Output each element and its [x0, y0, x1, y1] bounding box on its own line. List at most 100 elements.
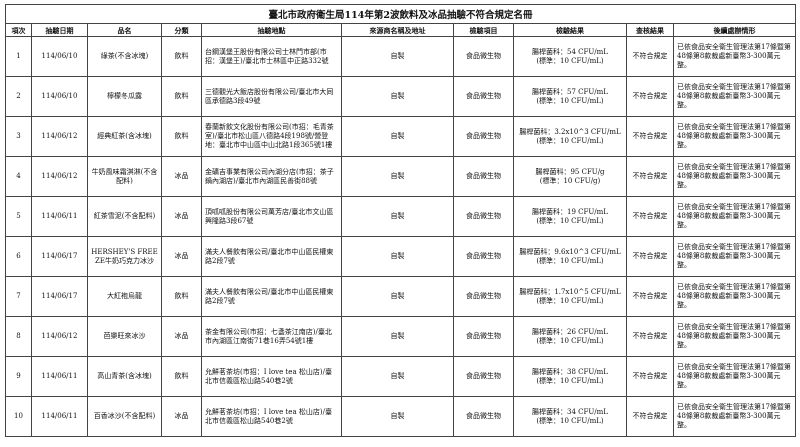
cell: 114/06/10	[31, 36, 88, 77]
table-row: 7 114/06/17 大紅袍烏龍 飲料 滿夫人餐飲有限公司/臺北市中山區民權東路2段7…	[5, 276, 796, 317]
table-row: 4 114/06/12 牛奶風味霜淇淋(不含配料) 冰品 金礦吉事業有限公司內湖分店(市…	[5, 156, 796, 197]
cell-line: (標準：10 CFU/mL)	[536, 256, 604, 265]
cell: 金礦吉事業有限公司內湖分店(市招：茶子鍋內湖店)/臺北市內湖區民善街88號	[201, 156, 342, 197]
cell: 冰品	[161, 236, 202, 277]
table-row: 5 114/06/11 紅茶雪泥(不含配料) 冰品 頂呱呱股份有限公司萬芳店/臺北市文山…	[5, 196, 796, 237]
cell: 冰品	[161, 156, 202, 197]
cell: 不符合規定	[626, 276, 674, 317]
cell: 114/06/17	[31, 276, 88, 317]
cell: 114/06/11	[31, 356, 88, 397]
cell: 茶金有限公司(市招：七盞茶江南店)/臺北市內湖區江南街71巷16弄54號1樓	[201, 316, 342, 357]
cell: 飲料	[161, 356, 202, 397]
cell: 食品微生物	[453, 76, 514, 117]
cell: 已依食品安全衛生管理法第17條暨第48條第8款裁處新臺幣3-300萬元整。	[673, 196, 796, 237]
cell: 5	[5, 196, 32, 237]
cell: 食品微生物	[453, 36, 514, 77]
cell: 頂呱呱股份有限公司萬芳店/臺北市文山區興隆路3段67號	[201, 196, 342, 237]
cell: 4	[5, 156, 32, 197]
table-row: 10 114/06/11 百香冰沙(不含配料) 冰品 允鮮茗茶坊(市招：I love t…	[5, 396, 796, 437]
cell: 食品微生物	[453, 156, 514, 197]
cell: 已依食品安全衛生管理法第17條暨第48條第8款裁處新臺幣3-300萬元整。	[673, 356, 796, 397]
cell: 不符合規定	[626, 76, 674, 117]
table-title: 臺北市政府衛生局114年第2波飲料及冰品抽驗不符合規定名冊	[5, 4, 796, 23]
cell: 不符合規定	[626, 196, 674, 237]
cell-line: 腸桿菌科：54 CFU/mL	[532, 47, 608, 56]
cell: HERSHEY'S FREEZE牛奶巧克力冰沙	[87, 236, 162, 277]
cell: 已依食品安全衛生管理法第17條暨第48條第8款裁處新臺幣3-300萬元整。	[673, 236, 796, 277]
cell-line: (標準：10 CFU/mL)	[536, 216, 604, 225]
cell: 9	[5, 356, 32, 397]
cell-line: (標準：10 CFU/mL)	[536, 56, 604, 65]
cell: 腸桿菌科：34 CFU/mL (標準：10 CFU/mL)	[513, 396, 627, 437]
cell: 3	[5, 116, 32, 157]
cell: 不符合規定	[626, 396, 674, 437]
cell: 8	[5, 316, 32, 357]
table-row: 2 114/06/10 檸檬冬瓜露 飲料 三德觀光大飯店股份有限公司/臺北市大同區承德路…	[5, 76, 796, 117]
column-header: 品名	[87, 23, 162, 37]
column-header: 檢驗結果	[513, 23, 627, 37]
cell-line: 腸桿菌科：26 CFU/mL	[532, 327, 608, 336]
cell: 台鋼漢堡王股份有限公司士林門市部(市招：漢堡王)/臺北市士林區中正路332號	[201, 36, 342, 77]
cell: 自製	[341, 236, 454, 277]
cell: 6	[5, 236, 32, 277]
cell: 114/06/12	[31, 116, 88, 157]
cell: 不符合規定	[626, 356, 674, 397]
table-row: 1 114/06/10 綠茶(不含冰塊) 飲料 台鋼漢堡王股份有限公司士林門市部(市招：…	[5, 36, 796, 77]
cell: 紅茶雪泥(不含配料)	[87, 196, 162, 237]
cell-line: (標準：10 CFU/g)	[539, 176, 601, 185]
table-row: 3 114/06/12 經典紅茶(含冰塊) 飲料 春蘭新飲文化股份有限公司(市招：毛青茶…	[5, 116, 796, 157]
cell: 自製	[341, 396, 454, 437]
column-header: 檢驗項目	[453, 23, 514, 37]
cell: 腸桿菌科：19 CFU/mL (標準：10 CFU/mL)	[513, 196, 627, 237]
cell-line: 腸桿菌科：38 CFU/mL	[532, 367, 608, 376]
cell: 食品微生物	[453, 236, 514, 277]
column-header: 來源商名稱及地址	[341, 23, 454, 37]
cell: 不符合規定	[626, 36, 674, 77]
cell: 飲料	[161, 76, 202, 117]
cell: 芭樂旺來冰沙	[87, 316, 162, 357]
cell-line: (標準：10 CFU/mL)	[536, 336, 604, 345]
cell: 允鮮茗茶坊(市招：I love tea 松山店)/臺北市信義區松山路540巷2號	[201, 396, 342, 437]
cell: 食品微生物	[453, 316, 514, 357]
cell-line: (標準：10 CFU/mL)	[536, 136, 604, 145]
cell: 綠茶(不含冰塊)	[87, 36, 162, 77]
cell: 腸桿菌科：1.7x10^5 CFU/mL (標準：10 CFU/mL)	[513, 276, 627, 317]
cell: 1	[5, 36, 32, 77]
cell: 已依食品安全衛生管理法第17條暨第48條第8款裁處新臺幣3-300萬元整。	[673, 156, 796, 197]
cell: 不符合規定	[626, 156, 674, 197]
cell: 高山青茶(含冰塊)	[87, 356, 162, 397]
cell: 已依食品安全衛生管理法第17條暨第48條第8款裁處新臺幣3-300萬元整。	[673, 76, 796, 117]
cell-line: 腸桿菌科：95 CFU/g	[535, 167, 605, 176]
cell: 114/06/12	[31, 156, 88, 197]
cell: 不符合規定	[626, 236, 674, 277]
column-header: 項次	[5, 23, 32, 37]
cell-line: 腸桿菌科：9.6x10^3 CFU/mL	[519, 247, 621, 256]
cell: 食品微生物	[453, 276, 514, 317]
cell: 牛奶風味霜淇淋(不含配料)	[87, 156, 162, 197]
cell-line: (標準：10 CFU/mL)	[536, 296, 604, 305]
cell: 滿夫人餐飲有限公司/臺北市中山區民權東路2段7號	[201, 236, 342, 277]
cell: 食品微生物	[453, 196, 514, 237]
cell-line: (標準：10 CFU/mL)	[536, 416, 604, 425]
header-row: 項次 抽驗日期 品名 分類 抽驗地點 來源商名稱及地址 檢驗項目 檢驗結果 查核結果 後續處辦情形	[5, 23, 796, 37]
cell: 飲料	[161, 116, 202, 157]
cell: 114/06/12	[31, 316, 88, 357]
cell: 飲料	[161, 36, 202, 77]
column-header: 抽驗地點	[201, 23, 342, 37]
cell: 冰品	[161, 196, 202, 237]
cell: 春蘭新飲文化股份有限公司(市招：毛青茶室)/臺北市松山區八德路4段198號/營登…	[201, 116, 342, 157]
cell: 冰品	[161, 316, 202, 357]
cell: 114/06/11	[31, 396, 88, 437]
cell: 腸桿菌科：38 CFU/mL (標準：10 CFU/mL)	[513, 356, 627, 397]
cell: 已依食品安全衛生管理法第17條暨第48條第8款裁處新臺幣3-300萬元整。	[673, 276, 796, 317]
cell: 已依食品安全衛生管理法第17條暨第48條第8款裁處新臺幣3-300萬元整。	[673, 316, 796, 357]
cell: 腸桿菌科：3.2x10^3 CFU/mL (標準：10 CFU/mL)	[513, 116, 627, 157]
table-row: 9 114/06/11 高山青茶(含冰塊) 飲料 允鮮茗茶坊(市招：I love tea…	[5, 356, 796, 397]
cell: 腸桿菌科：54 CFU/mL (標準：10 CFU/mL)	[513, 36, 627, 77]
cell: 自製	[341, 316, 454, 357]
cell: 自製	[341, 116, 454, 157]
cell: 自製	[341, 36, 454, 77]
cell: 114/06/11	[31, 196, 88, 237]
column-header: 後續處辦情形	[673, 23, 796, 37]
cell: 大紅袍烏龍	[87, 276, 162, 317]
